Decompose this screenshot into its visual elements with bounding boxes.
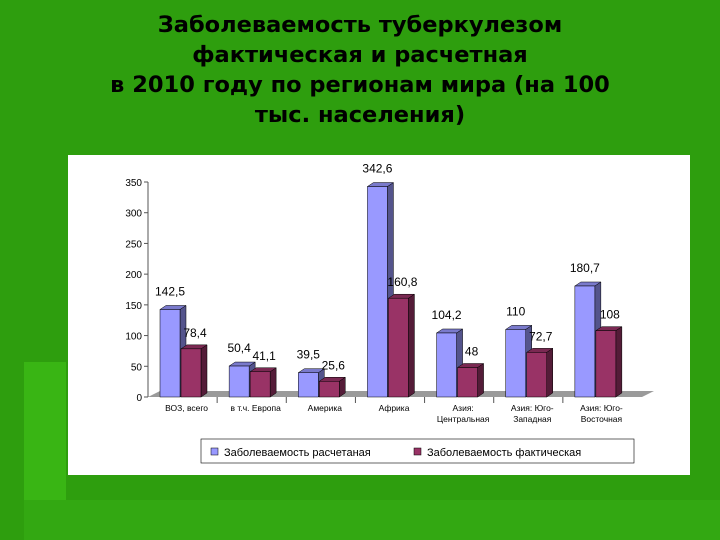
data-label: 342,6 — [362, 162, 392, 176]
bar-actual — [526, 352, 547, 398]
category-label: Азия: — [453, 403, 474, 413]
legend-swatch — [210, 447, 219, 456]
data-label: 50,4 — [227, 341, 251, 355]
data-label: 25,6 — [322, 358, 346, 372]
y-tick-label: 350 — [125, 178, 142, 189]
y-tick-label: 300 — [125, 209, 142, 220]
category-label: Центральная — [437, 414, 490, 424]
bar-actual — [319, 381, 340, 398]
category-label: Азия: Юго- — [511, 403, 554, 413]
category-label: Западная — [513, 414, 552, 424]
bar-estimated — [367, 186, 388, 398]
bar-side — [546, 347, 553, 398]
title-line: Заболеваемость туберкулезом — [157, 12, 563, 38]
title-line: фактическая и расчетная — [192, 42, 528, 68]
data-label: 110 — [506, 304, 525, 318]
data-label: 39,5 — [297, 348, 321, 362]
bar-side — [408, 293, 415, 398]
bar-actual — [388, 297, 409, 398]
data-label: 108 — [600, 308, 620, 322]
legend-label: Заболеваемость расчетаная — [224, 447, 371, 459]
y-tick-label: 150 — [125, 301, 142, 312]
data-label: 180,7 — [570, 261, 600, 275]
bar-estimated — [436, 332, 457, 398]
slide-title: Заболеваемость туберкулезом фактическая … — [20, 10, 700, 130]
y-tick-label: 250 — [125, 239, 142, 250]
bar-side — [615, 326, 623, 398]
category-label: Азия: Юго- — [580, 403, 623, 413]
data-label: 78,4 — [183, 326, 207, 340]
data-label: 72,7 — [529, 329, 553, 343]
bar-side — [200, 344, 208, 398]
chart-panel: 0 50 100 150 200 250 300 350 142,5 78,4 ВОЗ, всего… — [68, 155, 690, 475]
y-tick-label: 100 — [125, 332, 142, 343]
legend-swatch — [413, 447, 422, 456]
category-label: Восточная — [581, 414, 623, 424]
legend-label: Заболеваемость фактическая — [427, 447, 581, 459]
y-tick-label: 200 — [125, 270, 142, 281]
category-label: в т.ч. Европа — [231, 403, 282, 413]
data-label: 142,5 — [155, 284, 185, 298]
bar-estimated — [298, 372, 319, 398]
bar-actual — [595, 330, 617, 398]
data-label: 104,2 — [432, 308, 462, 322]
bar-actual — [457, 367, 478, 398]
title-line: тыс. населения) — [254, 102, 466, 128]
data-label: 160,8 — [387, 275, 417, 289]
category-label: Америка — [308, 403, 343, 413]
bar-estimated — [228, 365, 250, 398]
category-label: Африка — [379, 403, 410, 413]
bar-actual — [249, 371, 271, 398]
bar-estimated — [505, 329, 526, 398]
category-label: ВОЗ, всего — [165, 403, 208, 413]
bar-actual — [180, 348, 202, 398]
y-tick-label: 50 — [131, 362, 143, 373]
bar-estimated — [574, 285, 596, 398]
title-line: в 2010 году по регионам мира (на 100 — [110, 72, 610, 98]
bar-estimated — [159, 309, 181, 398]
bar-chart: 0 50 100 150 200 250 300 350 142,5 78,4 ВОЗ, всего… — [125, 162, 654, 464]
data-label: 41,1 — [252, 349, 276, 363]
background-stripe-bottom — [24, 500, 720, 540]
data-label: 48 — [465, 345, 479, 359]
y-tick-label: 0 — [136, 393, 142, 404]
bar-side — [477, 363, 484, 398]
bar-side — [269, 367, 277, 398]
